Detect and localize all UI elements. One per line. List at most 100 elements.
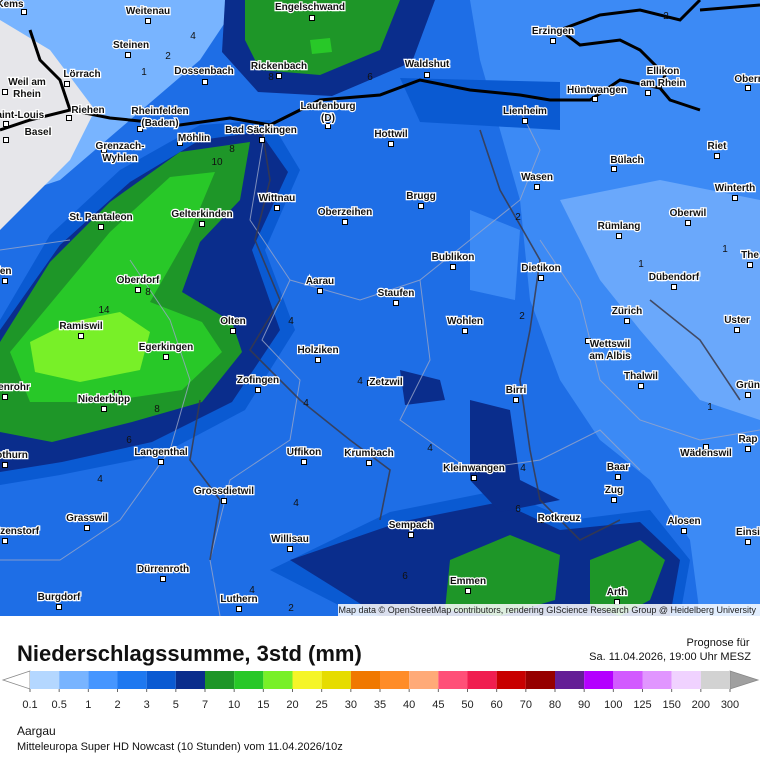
place-label-line: Uffikon [287, 447, 321, 458]
place-label-line: Wettswil [590, 339, 631, 350]
legend-swatch [321, 671, 351, 689]
place-label-line: Weitenau [126, 6, 170, 17]
place-label-line: Birri [506, 385, 527, 396]
place-label-line: Staufen [378, 288, 415, 299]
place-label-line: Oberwil [670, 208, 707, 219]
place-label-line: enrohr [0, 382, 30, 393]
place-label: Luthern [220, 594, 257, 605]
place-marker [592, 96, 598, 102]
place-label-line: Dürrenroth [137, 564, 189, 575]
place-label-line: Rhein [13, 89, 41, 100]
legend-tick-label: 10 [228, 699, 240, 711]
place-label: Grün [736, 380, 760, 391]
place-marker [465, 588, 471, 594]
place-label: Olten [220, 316, 246, 327]
legend-swatch [584, 671, 614, 689]
place-marker [137, 126, 143, 132]
place-marker [221, 498, 227, 504]
legend-tick-label: 300 [721, 699, 739, 711]
place-label-line: Zürich [612, 306, 643, 317]
place-label-line: Grasswil [66, 513, 108, 524]
place-label: Riet [708, 141, 728, 152]
legend-tick-label: 7 [202, 699, 208, 711]
legend-tick-label: 20 [286, 699, 298, 711]
place-label-line: Emmen [450, 576, 486, 587]
place-label-line: Kleinwangen [443, 463, 505, 474]
model-info: Mitteleuropa Super HD Nowcast (10 Stunde… [17, 741, 343, 753]
place-marker [714, 153, 720, 159]
place-marker [745, 446, 751, 452]
legend-tick-label: 125 [633, 699, 651, 711]
contour-label: 8 [229, 144, 235, 155]
place-label: Oberr [734, 74, 760, 85]
legend-swatch [59, 671, 89, 689]
legend-swatch [30, 671, 60, 689]
place-label: Gelterkinden [171, 209, 232, 220]
place-label-line: Niederbipp [78, 394, 130, 405]
place-marker [388, 141, 394, 147]
place-label-line: Grün [736, 380, 760, 391]
place-label: Dübendorf [649, 272, 700, 283]
contour-label: 14 [98, 305, 110, 316]
place-label-line: Riehen [71, 105, 104, 116]
place-label: Oberwil [670, 208, 707, 219]
place-label: Rheinfelden (Baden) [131, 106, 188, 129]
place-marker [734, 327, 740, 333]
legend-title: Niederschlagssumme, 3std (mm) [17, 641, 362, 666]
place-label: Saint-Louis [0, 110, 45, 121]
place-label-line: Wyhlen [102, 153, 137, 164]
place-label-line: Ellikon [647, 66, 680, 77]
place-marker [2, 538, 8, 544]
legend-tick-label: 1 [85, 699, 91, 711]
place-marker [745, 85, 751, 91]
place-marker [66, 115, 72, 121]
place-label: The [741, 250, 759, 261]
place-label-line: Steinen [113, 40, 149, 51]
legend-tick-label: 60 [491, 699, 503, 711]
legend-tick-label: 0.1 [22, 699, 37, 711]
legend-tick-label: 2 [114, 699, 120, 711]
place-marker [2, 394, 8, 400]
place-label-line: Zetzwil [369, 377, 403, 388]
contour-label: 4 [427, 443, 433, 454]
map: 8 10 2 4 1 6 8 2 2 1 1 2 4 14 8 4 4 10 8 6 4 4 4 4 6 1 6 4 2 Kems Wei… [0, 0, 760, 616]
contour-label: 10 [211, 157, 223, 168]
place-marker [462, 328, 468, 334]
place-label: Sempach [389, 520, 433, 531]
place-label: Bad Säckingen [225, 125, 297, 136]
contour-label: 4 [303, 398, 309, 409]
place-label: Holziken [297, 345, 338, 356]
place-label: Ellikon am Rhein [640, 66, 685, 89]
legend-swatch [234, 671, 264, 689]
places: Kems Weitenau Engelschwand Steinen Lörrach Do… [0, 0, 760, 612]
contour-label: 4 [293, 498, 299, 509]
place-label: Staufen [378, 288, 415, 299]
legend-swatch [467, 671, 497, 689]
place-marker [611, 497, 617, 503]
legend-swatch [555, 671, 585, 689]
place-label-line: Weil am [8, 77, 46, 88]
place-label: Arth [607, 587, 628, 598]
place-label-line: Olten [220, 316, 246, 327]
place-marker [259, 137, 265, 143]
place-label: Willisau [271, 534, 309, 545]
place-marker [163, 354, 169, 360]
place-marker [21, 9, 27, 15]
place-label: Dürrenroth [137, 564, 189, 575]
contour-label: 4 [190, 31, 196, 42]
place-label: Zürich [612, 306, 643, 317]
place-label: Engelschwand [275, 2, 345, 13]
place-label: Brugg [406, 191, 435, 202]
contour-label: 10 [111, 389, 123, 400]
place-marker [522, 118, 528, 124]
place-marker [366, 460, 372, 466]
place-label: Rap [739, 434, 758, 445]
place-marker [2, 278, 8, 284]
legend-swatch [700, 671, 730, 689]
place-label-line: Oberr [734, 74, 760, 85]
place-label: Niederbipp [78, 394, 130, 405]
place-label: Zetzwil [369, 377, 403, 388]
contour-label: 4 [357, 376, 363, 387]
forecast-label: Prognose für [687, 637, 750, 649]
